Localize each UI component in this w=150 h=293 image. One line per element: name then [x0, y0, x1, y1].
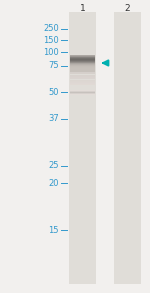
Text: 50: 50	[48, 88, 59, 97]
Bar	[70, 66, 95, 67]
Bar	[70, 75, 95, 76]
Bar	[70, 69, 95, 70]
Bar	[70, 54, 95, 55]
Bar	[70, 80, 95, 81]
Text: 20: 20	[48, 179, 59, 188]
Bar	[70, 61, 95, 62]
Bar	[70, 62, 95, 63]
Bar	[114, 12, 141, 284]
Text: 1: 1	[80, 4, 85, 13]
Bar	[70, 55, 95, 56]
Bar	[70, 82, 95, 83]
Bar	[70, 58, 95, 59]
Bar	[70, 68, 95, 69]
Bar	[70, 73, 95, 74]
Bar	[70, 83, 95, 84]
Bar	[70, 60, 95, 61]
Text: 250: 250	[43, 24, 59, 33]
Text: 100: 100	[43, 48, 59, 57]
Bar	[70, 57, 95, 58]
Text: 2: 2	[125, 4, 130, 13]
Bar	[70, 81, 95, 82]
Text: 25: 25	[48, 161, 59, 170]
Text: 75: 75	[48, 62, 59, 70]
Bar	[70, 70, 95, 71]
Bar	[70, 72, 95, 73]
Bar	[70, 78, 95, 79]
Bar	[70, 76, 95, 77]
Bar	[70, 71, 95, 72]
Text: 15: 15	[48, 226, 59, 234]
Bar	[70, 56, 95, 57]
Bar	[70, 63, 95, 64]
Bar	[69, 12, 96, 284]
Bar	[70, 77, 95, 78]
Bar	[70, 79, 95, 80]
Bar	[70, 65, 95, 66]
Bar	[70, 74, 95, 75]
Text: 150: 150	[43, 36, 59, 45]
Bar	[70, 84, 95, 85]
Bar	[70, 67, 95, 68]
Bar	[70, 64, 95, 65]
Bar	[70, 59, 95, 60]
Text: 37: 37	[48, 114, 59, 123]
